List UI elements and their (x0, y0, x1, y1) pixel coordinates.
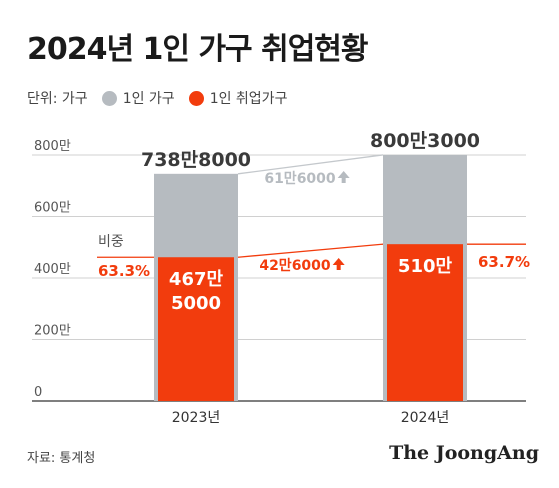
y-tick-label-3: 600만 (34, 201, 71, 216)
share-value-2024: 63.7% (478, 253, 530, 271)
households-change-label: 61만6000 (264, 171, 336, 187)
share-title: 비중 (98, 234, 124, 250)
employed-change-label: 42만6000 (259, 258, 331, 274)
chart-title: 2024년 1인 가구 취업현황 (27, 32, 369, 67)
legend-swatch-households (101, 90, 117, 106)
employed-value-label-0-0: 467만 (169, 269, 224, 290)
y-tick-label-4: 800만 (34, 139, 71, 154)
households-change-label-arrow-icon (337, 171, 350, 183)
employed-connector (237, 243, 384, 258)
legend-swatch-employed (188, 90, 204, 106)
employed-value-label-1-0: 510만 (398, 256, 453, 277)
households-connector (237, 154, 384, 175)
y-tick-label-2: 400만 (34, 262, 71, 277)
bar-employed-1 (387, 244, 463, 401)
brand-logo: The JoongAng (389, 442, 539, 464)
x-category-label-1: 2024년 (401, 410, 450, 426)
legend-label-employed: 1인 취업가구 (209, 91, 288, 107)
bar-employed-0 (158, 257, 234, 401)
y-tick-label-0: 0 (34, 385, 42, 400)
households-value-label-0: 738만8000 (141, 149, 251, 171)
legend: 단위: 가구 1인 가구 1인 취업가구 (27, 88, 287, 108)
x-category-label-0: 2023년 (172, 410, 221, 426)
households-value-label-1: 800만3000 (370, 130, 480, 152)
source-note: 자료: 통계청 (27, 451, 96, 466)
employed-change-label-arrow-icon (332, 258, 345, 270)
legend-unit: 단위: 가구 (27, 91, 88, 107)
employed-value-label-0-1: 5000 (171, 293, 221, 314)
legend-label-households: 1인 가구 (122, 91, 175, 107)
y-tick-label-1: 200만 (34, 324, 71, 339)
share-value-2023: 63.3% (98, 262, 150, 280)
